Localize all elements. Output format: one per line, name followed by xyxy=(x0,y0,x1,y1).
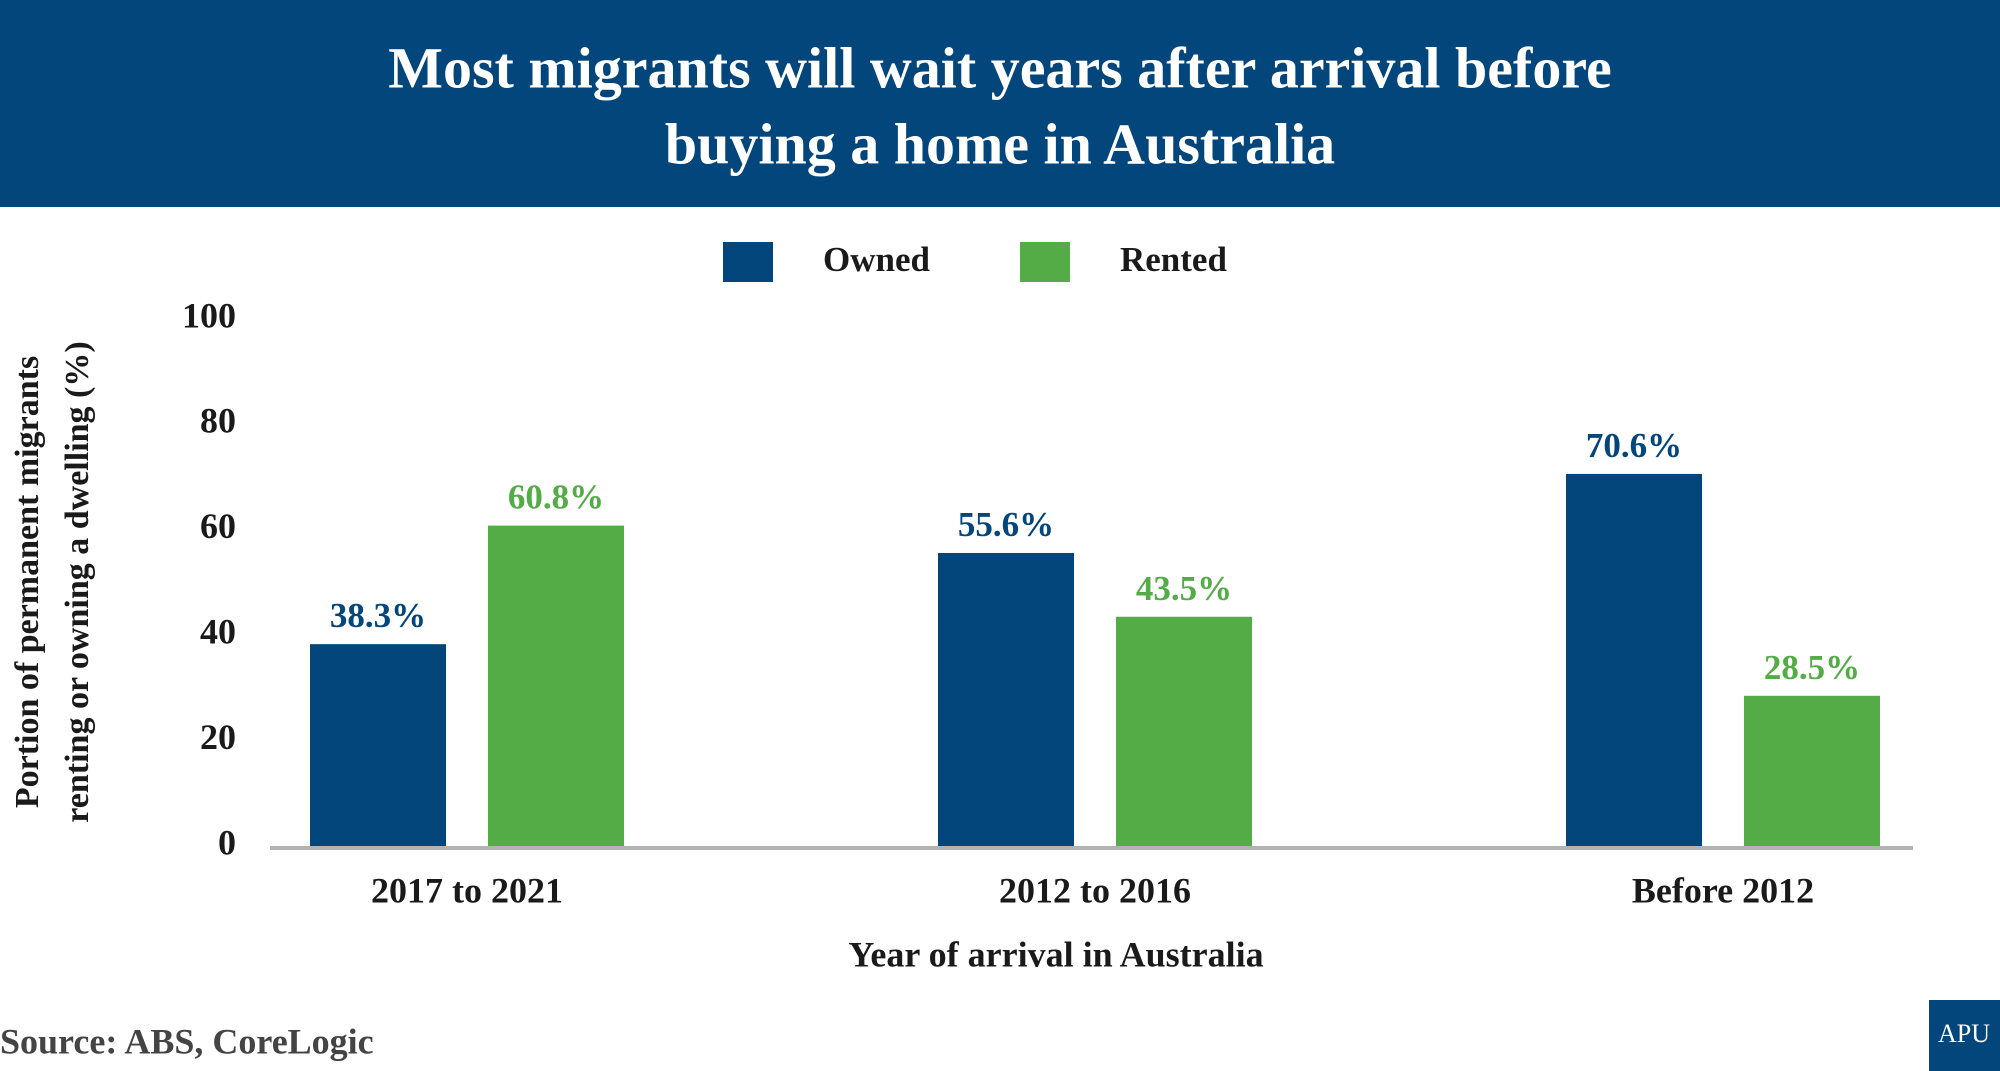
chart-title: Most migrants will wait years after arri… xyxy=(388,35,1612,100)
y-tick-label: 80 xyxy=(200,401,236,441)
logo: APU xyxy=(1938,1019,1990,1048)
value-label: 55.6% xyxy=(958,505,1054,544)
value-label: 70.6% xyxy=(1586,426,1682,465)
value-label: 28.5% xyxy=(1764,648,1860,687)
y-tick-label: 40 xyxy=(200,611,236,651)
value-label: 60.8% xyxy=(508,478,604,517)
logo-box xyxy=(1929,1000,2000,1071)
legend-swatch xyxy=(723,242,773,282)
value-label: 38.3% xyxy=(330,596,426,635)
bar xyxy=(938,552,1074,846)
y-tick-label: 0 xyxy=(218,822,236,862)
bar xyxy=(310,644,446,846)
x-tick-label: 2012 to 2016 xyxy=(999,870,1191,910)
x-tick-label: 2017 to 2021 xyxy=(371,870,563,910)
y-tick-label: 100 xyxy=(182,295,236,335)
bar xyxy=(1116,616,1252,846)
chart-title: buying a home in Australia xyxy=(665,111,1335,176)
bar xyxy=(1566,473,1702,846)
value-label: 43.5% xyxy=(1136,569,1232,608)
y-axis-title: renting or owning a dwelling (%) xyxy=(59,341,96,822)
header-band xyxy=(0,0,2000,207)
legend-label: Owned xyxy=(823,240,931,279)
y-tick-label: 20 xyxy=(200,717,236,757)
source: Source: ABS, CoreLogic xyxy=(0,1021,374,1061)
legend-label: Rented xyxy=(1120,240,1227,279)
y-tick-label: 60 xyxy=(200,506,236,546)
y-axis-title: Portion of permanent migrants xyxy=(9,356,46,808)
bar xyxy=(1744,695,1880,846)
x-tick-label: Before 2012 xyxy=(1632,870,1814,910)
bar xyxy=(488,525,624,846)
legend-swatch xyxy=(1020,242,1070,282)
x-axis-title: Year of arrival in Australia xyxy=(848,934,1263,974)
